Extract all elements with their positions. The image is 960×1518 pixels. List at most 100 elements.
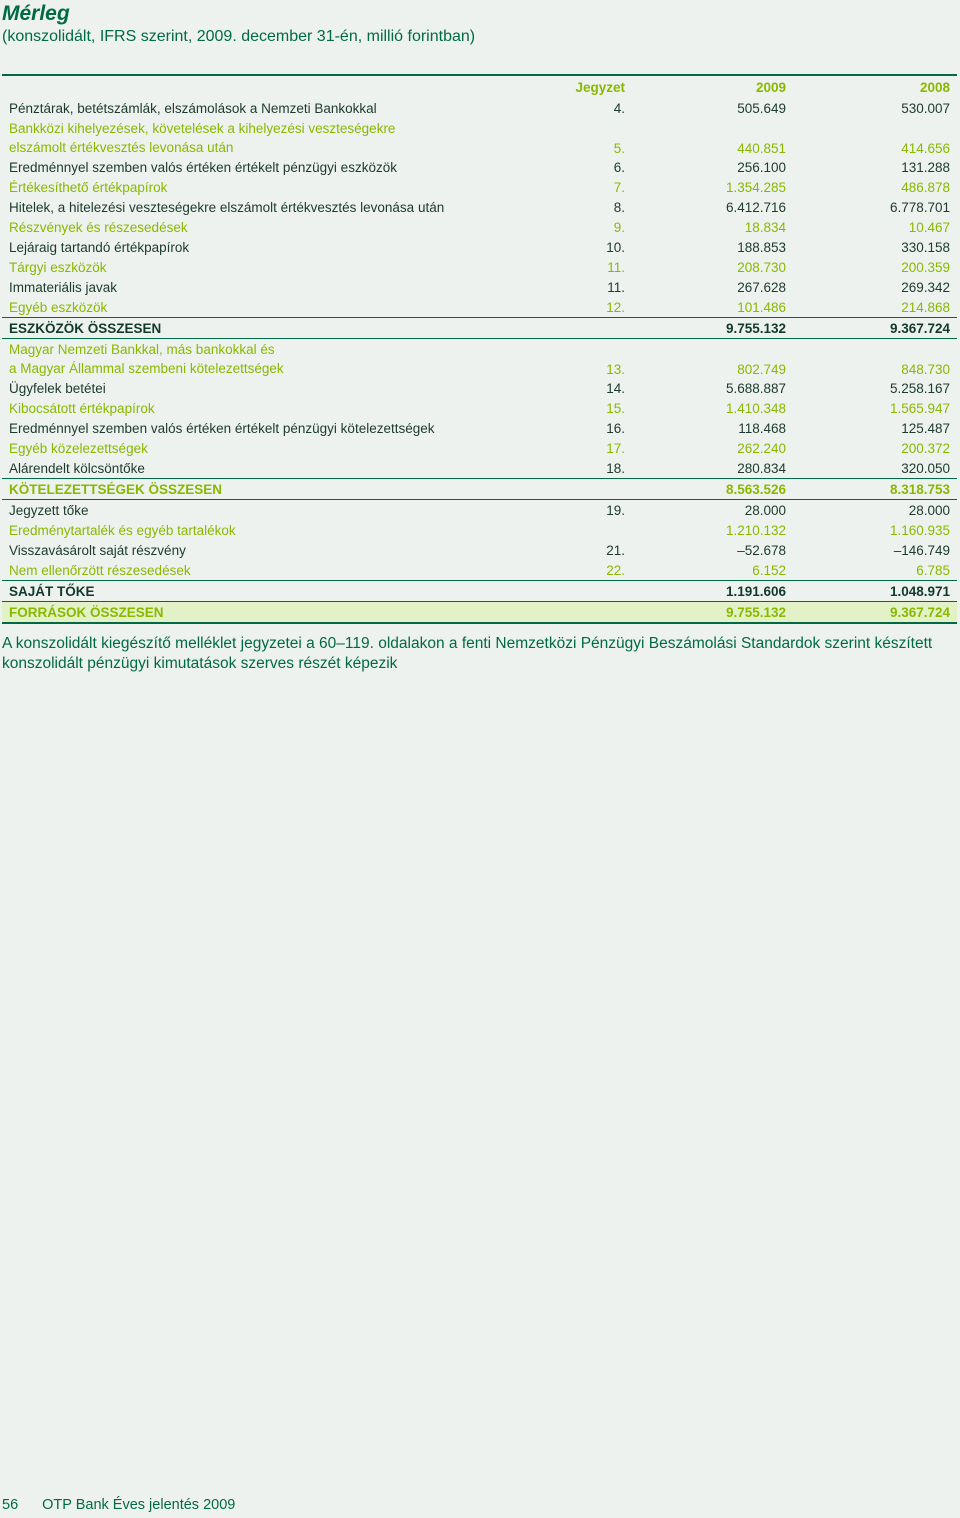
row-value-2008: 1.048.971 bbox=[793, 580, 957, 602]
row-note: 22. bbox=[606, 562, 625, 578]
row-value-2009: 208.730 bbox=[737, 259, 786, 275]
row-note bbox=[548, 317, 629, 339]
row-label: Immateriális javak bbox=[2, 277, 548, 297]
row-value-2009: 118.468 bbox=[738, 420, 786, 436]
row-value-2008: 125.487 bbox=[901, 420, 950, 436]
row-value-2008: 486.878 bbox=[901, 179, 950, 195]
row-note: 8. bbox=[613, 199, 625, 215]
row-value-2009: 101.486 bbox=[737, 299, 786, 315]
row-value-2008: 848.730 bbox=[901, 362, 950, 377]
row-label-text: SAJÁT TŐKE bbox=[9, 583, 95, 599]
row-note: 7. bbox=[613, 179, 625, 195]
row-value-2009: 267.628 bbox=[737, 279, 786, 295]
page-title: Mérleg bbox=[2, 2, 70, 25]
table-row: Részvények és részesedések 9. 18.834 10.467 bbox=[2, 217, 957, 237]
row-label-text: Egyéb közelezettségek bbox=[9, 440, 148, 456]
row-note: 16. bbox=[606, 420, 625, 436]
publication-title: OTP Bank Éves jelentés 2009 bbox=[42, 1497, 236, 1513]
row-label-text: Értékesíthető értékpapírok bbox=[9, 179, 168, 195]
row-value-2008: 320.050 bbox=[901, 460, 950, 476]
row-note: 21. bbox=[606, 542, 625, 558]
row-value-2008: 414.656 bbox=[901, 141, 950, 156]
table-row: Eredménnyel szemben valós értéken értéke… bbox=[2, 418, 957, 438]
table-row: Értékesíthető értékpapírok 7. 1.354.285 486… bbox=[2, 177, 957, 197]
page-subtitle: (konszolidált, IFRS szerint, 2009. decem… bbox=[2, 28, 476, 45]
row-note: 9. bbox=[613, 219, 625, 235]
row-note: 10. bbox=[606, 239, 625, 255]
row-label: ESZKÖZÖK ÖSSZESEN bbox=[2, 317, 548, 339]
row-note: 11. bbox=[607, 279, 625, 295]
row-note bbox=[548, 478, 629, 500]
row-note bbox=[548, 601, 629, 624]
row-label: Eredménnyel szemben valós értéken értéke… bbox=[2, 157, 548, 177]
table-row: Pénztárak, betétszámlák, elszámolások a … bbox=[2, 98, 957, 118]
row-label: Visszavásárolt saját részvény bbox=[2, 540, 548, 560]
table-row: SAJÁT TŐKE 1.191.606 1.048.971 bbox=[2, 580, 957, 602]
row-value-2008: 5.258.167 bbox=[889, 380, 950, 396]
row-label: SAJÁT TŐKE bbox=[2, 580, 548, 602]
table-row: Tárgyi eszközök 11. 208.730 200.359 bbox=[2, 257, 957, 277]
row-value-2009: 1.354.285 bbox=[725, 179, 786, 195]
row-value-2008: 214.868 bbox=[901, 299, 950, 315]
table-row: Nem ellenőrzött részesedések 22. 6.152 6.78… bbox=[2, 560, 957, 581]
row-value-2008: 9.367.724 bbox=[793, 601, 957, 624]
column-header-label bbox=[2, 75, 548, 98]
row-label: Jegyzett tőke bbox=[2, 500, 548, 521]
row-label: Alárendelt kölcsöntőke bbox=[2, 458, 548, 479]
row-value-2009: 1.191.606 bbox=[629, 580, 793, 602]
table-row: Hitelek, a hitelezési veszteségekre elsz… bbox=[2, 197, 957, 217]
row-label-text: Magyar Nemzeti Bankkal, más bankokkal és bbox=[9, 341, 275, 357]
row-label: KÖTELEZETTSÉGEK ÖSSZESEN bbox=[2, 478, 548, 500]
table-row: Kibocsátott értékpapírok 15. 1.410.348 1.56… bbox=[2, 398, 957, 418]
table-row: Jegyzett tőke 19. 28.000 28.000 bbox=[2, 500, 957, 521]
row-note: 19. bbox=[606, 502, 625, 518]
row-label: Pénztárak, betétszámlák, elszámolások a … bbox=[2, 98, 548, 118]
row-value-2008: –146.749 bbox=[893, 542, 950, 558]
row-label-text: Eredménnyel szemben valós értéken értéke… bbox=[9, 159, 397, 175]
table-row: Ügyfelek betétei 14. 5.688.887 5.258.167 bbox=[2, 378, 957, 398]
table-row: Immateriális javak 11. 267.628 269.342 bbox=[2, 277, 957, 297]
row-label-text: Nem ellenőrzött részesedések bbox=[9, 562, 191, 578]
row-value-2009: 18.834 bbox=[744, 219, 786, 235]
row-label: Eredménytartalék és egyéb tartalékok bbox=[2, 520, 548, 540]
table-row: ESZKÖZÖK ÖSSZESEN 9.755.132 9.367.724 bbox=[2, 317, 957, 339]
row-label-text: Tárgyi eszközök bbox=[9, 259, 107, 275]
page-number: 56 bbox=[2, 1497, 19, 1513]
row-label-text: Lejáraig tartandó értékpapírok bbox=[9, 239, 190, 255]
column-header-note: Jegyzet bbox=[575, 79, 625, 95]
row-value-2009: 8.563.526 bbox=[629, 478, 793, 500]
row-value-2008: 1.160.935 bbox=[889, 522, 950, 538]
footnote: A konszolidált kiegészítő melléklet jegy… bbox=[2, 635, 933, 672]
row-label-text: FORRÁSOK ÖSSZESEN bbox=[9, 604, 164, 620]
row-label: Részvények és részesedések bbox=[2, 217, 548, 237]
row-value-2009: 6.412.716 bbox=[725, 199, 786, 215]
table-row: Magyar Nemzeti Bankkal, más bankokkal és… bbox=[2, 339, 957, 379]
table-row: FORRÁSOK ÖSSZESEN 9.755.132 9.367.724 bbox=[2, 601, 957, 624]
row-value-2009: 5.688.887 bbox=[725, 380, 786, 396]
row-value-2009: 9.755.132 bbox=[629, 317, 793, 339]
row-value-2008: 330.158 bbox=[901, 239, 950, 255]
row-label: Bankközi kihelyezések, követelések a kih… bbox=[2, 118, 548, 157]
row-label-text: Hitelek, a hitelezési veszteségekre elsz… bbox=[9, 199, 445, 215]
row-value-2008: 9.367.724 bbox=[793, 317, 957, 339]
row-label-text: Bankközi kihelyezések, követelések a kih… bbox=[9, 120, 396, 136]
table-row: Visszavásárolt saját részvény 21. –52.678 –… bbox=[2, 540, 957, 560]
row-value-2008: 28.000 bbox=[908, 502, 950, 518]
row-value-2008: 8.318.753 bbox=[793, 478, 957, 500]
row-label-text: Eredménytartalék és egyéb tartalékok bbox=[9, 522, 236, 538]
row-label: Értékesíthető értékpapírok bbox=[2, 177, 548, 197]
row-label-text: Kibocsátott értékpapírok bbox=[9, 400, 155, 416]
row-label-text: Jegyzett tőke bbox=[9, 502, 89, 518]
row-label-text: Ügyfelek betétei bbox=[9, 380, 106, 396]
row-label: Eredménnyel szemben valós értéken értéke… bbox=[2, 418, 548, 438]
row-label-text: KÖTELEZETTSÉGEK ÖSSZESEN bbox=[9, 481, 223, 497]
row-label: Hitelek, a hitelezési veszteségekre elsz… bbox=[2, 197, 548, 217]
table-header-row: Jegyzet 2009 2008 bbox=[2, 75, 957, 98]
row-value-2009: 1.410.348 bbox=[725, 400, 786, 416]
row-note bbox=[548, 580, 629, 602]
row-value-2008: 1.565.947 bbox=[889, 400, 950, 416]
row-note: 17. bbox=[606, 440, 625, 456]
row-value-2009: 188.853 bbox=[737, 239, 786, 255]
row-label: FORRÁSOK ÖSSZESEN bbox=[2, 601, 548, 624]
row-label-text: Alárendelt kölcsöntőke bbox=[9, 460, 145, 476]
